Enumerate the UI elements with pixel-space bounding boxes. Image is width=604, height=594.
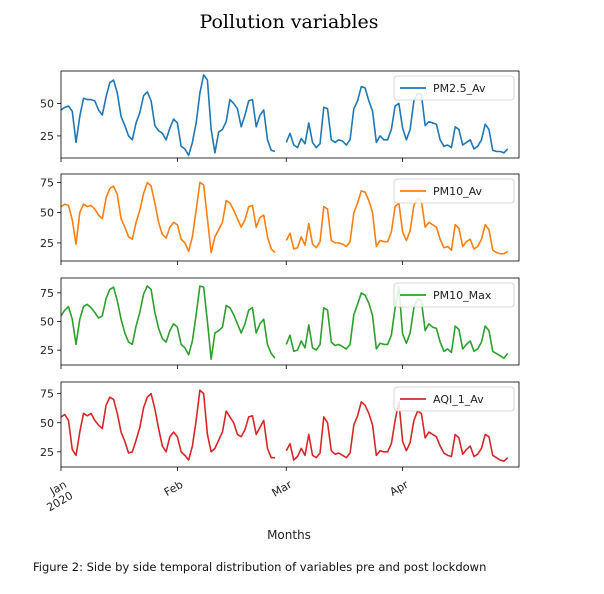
y-tick-label: 50 [40,417,54,430]
legend-PM10_Av: PM10_Av [393,178,515,204]
chart-title: Pollution variables [199,11,378,33]
x-tick-label: Apr [388,478,411,499]
legend-box [393,178,515,204]
panel-2: 25 50 75 PM10_Max [40,277,520,369]
y-tick-label: 50 [40,97,54,110]
legend-label: PM2.5_Av [433,82,486,95]
y-tick-label: 50 [40,207,54,220]
legend-PM2.5_Av: PM2.5_Av [393,75,515,101]
panel-frame [60,70,520,159]
series-line-AQI_1_Av-seg0 [60,389,275,461]
figure-caption: Figure 2: Side by side temporal distribu… [33,560,486,574]
y-tick-label: 25 [40,130,54,143]
series-line-PM2.5_Av-seg1 [285,85,509,154]
series-line-PM10_Max-seg0 [60,285,276,361]
legend-box [393,282,515,308]
y-tick-label: 25 [40,237,54,250]
y-tick-label: 75 [40,388,54,401]
legend-label: PM10_Av [433,185,483,198]
legend-label: AQI_1_Av [433,393,484,406]
panel-1: 25 50 75 PM10_Av [40,173,520,265]
x-tick-label: Feb [162,478,185,499]
legend-PM10_Max: PM10_Max [393,282,515,308]
y-tick-label: 25 [40,344,54,357]
panel-0: 25 50 PM2.5_Av [40,70,520,162]
legend-box [393,75,515,101]
y-tick-label: 25 [40,446,54,459]
panel-frame [60,381,520,468]
legend-box [393,386,515,412]
series-line-PM10_Av-seg0 [60,181,276,254]
x-tick-label: Mar [270,478,295,500]
series-line-PM2.5_Av-seg0 [60,74,276,157]
y-tick-label: 75 [40,287,54,300]
series-line-PM10_Av-seg1 [285,190,509,255]
legend-label: PM10_Max [433,289,492,302]
panel-frame [60,173,520,262]
y-tick-label: 50 [40,316,54,329]
x-axis: Jan2020 Feb Mar Apr [38,478,411,514]
legend-AQI_1_Av: AQI_1_Av [393,386,515,412]
panel-3: 25 50 75 AQI_1_Av [40,381,520,471]
x-axis-label: Months [267,528,311,542]
panel-frame [60,277,520,366]
y-tick-label: 75 [40,176,54,189]
x-tick-label: Jan2020 [38,478,75,514]
